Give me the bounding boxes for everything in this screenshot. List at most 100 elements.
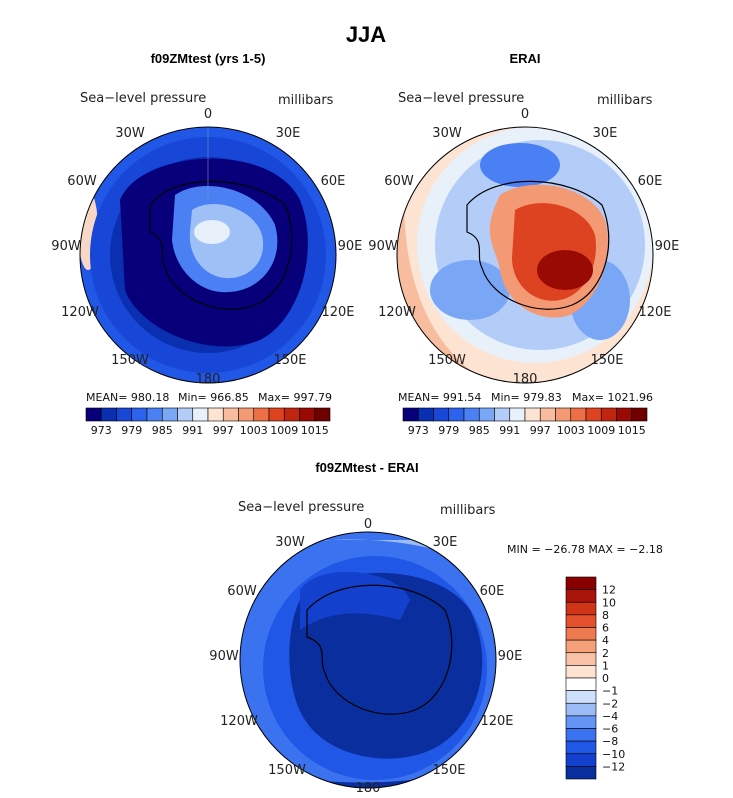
diff-colorbar-swatch	[565, 614, 597, 628]
diff-colorbar-tick: −2	[602, 697, 618, 710]
erai-lon-0: 0	[521, 107, 529, 122]
panel-erai-subtitle-left: Sea−level pressure	[398, 91, 524, 106]
model-colorbar-swatch	[192, 407, 209, 422]
erai-map-outline	[396, 126, 654, 384]
model-colorbar-tick: 991	[182, 424, 203, 437]
diff-lon-60w: 60W	[227, 584, 257, 599]
erai-stat-max: Max= 1021.96	[572, 391, 653, 404]
model-colorbar-swatch	[131, 407, 148, 422]
diff-colorbar-swatch	[565, 576, 597, 590]
erai-colorbar-swatch	[539, 407, 556, 422]
diff-antarctica-coast	[306, 584, 453, 715]
diff-colorbar-tick: 10	[602, 596, 616, 609]
model-lon-30w: 30W	[115, 126, 145, 141]
model-colorbar-swatch	[238, 407, 255, 422]
diff-lon-150w: 150W	[268, 763, 306, 778]
panel-diff: f09ZMtest - ERAI Sea−level pressure mill…	[209, 460, 663, 796]
model-colorbar-swatch	[299, 407, 316, 422]
erai-colorbar-tick: 979	[438, 424, 459, 437]
erai-colorbar-tick: 1015	[618, 424, 646, 437]
erai-colorbar-tick: 997	[530, 424, 551, 437]
model-colorbar-swatch	[161, 407, 178, 422]
diff-lon-30e: 30E	[433, 535, 458, 550]
erai-lon-150w: 150W	[428, 353, 466, 368]
diff-colorbar-swatch	[565, 677, 597, 691]
erai-lon-30e: 30E	[593, 126, 618, 141]
erai-lon-60e: 60E	[638, 174, 663, 189]
erai-lon-150e: 150E	[590, 353, 623, 368]
diff-colorbar-tick: −1	[602, 685, 618, 698]
erai-colorbar-swatch	[570, 407, 587, 422]
panel-model-subtitle-left: Sea−level pressure	[80, 91, 206, 106]
diff-colorbar-swatch	[565, 690, 597, 704]
model-antarctica-coast	[149, 180, 293, 310]
diff-lon-150e: 150E	[432, 763, 465, 778]
panel-model-title: f09ZMtest (yrs 1-5)	[151, 51, 266, 66]
diff-lon-30w: 30W	[275, 535, 305, 550]
model-stat-mean: MEAN= 980.18	[86, 391, 169, 404]
erai-lon-60w: 60W	[384, 174, 414, 189]
model-lon-90w: 90W	[51, 239, 81, 254]
erai-colorbar-swatch	[448, 407, 465, 422]
diff-colorbar-tick: −4	[602, 710, 618, 723]
diff-colorbar-tick: −12	[602, 760, 625, 773]
diff-lon-180: 180	[356, 781, 381, 796]
model-stat-min: Min= 966.85	[178, 391, 249, 404]
model-lon-0: 0	[204, 107, 212, 122]
diff-colorbar-tick: 12	[602, 584, 616, 597]
erai-field-high-peak	[537, 250, 593, 290]
panel-model: f09ZMtest (yrs 1-5) Sea−level pressure m…	[51, 51, 362, 437]
model-field-peak	[194, 220, 230, 244]
panel-model-subtitle-right: millibars	[278, 93, 334, 108]
erai-colorbar-tick: 1003	[557, 424, 585, 437]
erai-antarctica-coast	[466, 180, 610, 310]
model-colorbar-swatch	[85, 407, 102, 422]
model-colorbar-tick: 997	[213, 424, 234, 437]
erai-colorbar-swatch	[463, 407, 480, 422]
erai-colorbar-swatch	[631, 407, 648, 422]
model-colorbar-swatch	[222, 407, 239, 422]
erai-lon-120w: 120W	[378, 305, 416, 320]
diff-field-low-nw	[300, 571, 410, 630]
diff-colorbar-tick: 2	[602, 647, 609, 660]
model-lon-90e: 90E	[338, 239, 363, 254]
diff-colorbar-tick: 4	[602, 634, 609, 647]
model-colorbar-swatch	[283, 407, 300, 422]
erai-lon-90w: 90W	[368, 239, 398, 254]
erai-lon-30w: 30W	[432, 126, 462, 141]
panel-erai-title: ERAI	[509, 51, 540, 66]
panel-diff-subtitle-left: Sea−level pressure	[238, 500, 364, 515]
model-colorbar: 973 979 985 991 997 1003 1009 1015	[85, 407, 331, 437]
model-colorbar-tick: 1009	[270, 424, 298, 437]
model-colorbar-tick: 973	[91, 424, 112, 437]
diff-colorbar-tick: 1	[602, 659, 609, 672]
panel-erai: ERAI Sea−level pressure millibars 0 30E …	[368, 51, 679, 437]
erai-colorbar-tick: 991	[499, 424, 520, 437]
diff-map-outline	[239, 531, 497, 789]
erai-stat-min: Min= 979.83	[491, 391, 562, 404]
model-stat-max: Max= 997.79	[258, 391, 332, 404]
erai-colorbar-swatch	[616, 407, 633, 422]
erai-lon-90e: 90E	[655, 239, 680, 254]
diff-lon-120w: 120W	[220, 714, 258, 729]
model-lon-150e: 150E	[273, 353, 306, 368]
model-colorbar-tick: 979	[121, 424, 142, 437]
diff-lon-0: 0	[364, 517, 372, 532]
erai-lon-120e: 120E	[638, 305, 671, 320]
model-colorbar-swatch	[177, 407, 194, 422]
diff-colorbar-tick: −6	[602, 723, 618, 736]
diff-colorbar-swatch	[565, 702, 597, 717]
panel-diff-title: f09ZMtest - ERAI	[315, 460, 418, 475]
model-lon-30e: 30E	[276, 126, 301, 141]
model-colorbar-swatch	[116, 407, 133, 422]
erai-colorbar-tick: 1009	[587, 424, 615, 437]
diff-colorbar-tick: −8	[602, 735, 618, 748]
model-colorbar-swatch	[100, 407, 117, 422]
erai-colorbar-swatch	[585, 407, 602, 422]
erai-colorbar: 973 979 985 991 997 1003 1009 1015	[402, 407, 648, 437]
erai-colorbar-swatch	[417, 407, 434, 422]
panel-erai-map	[397, 127, 653, 383]
diff-colorbar-tick: 0	[602, 672, 609, 685]
model-colorbar-swatch	[253, 407, 270, 422]
erai-colorbar-tick: 973	[408, 424, 429, 437]
